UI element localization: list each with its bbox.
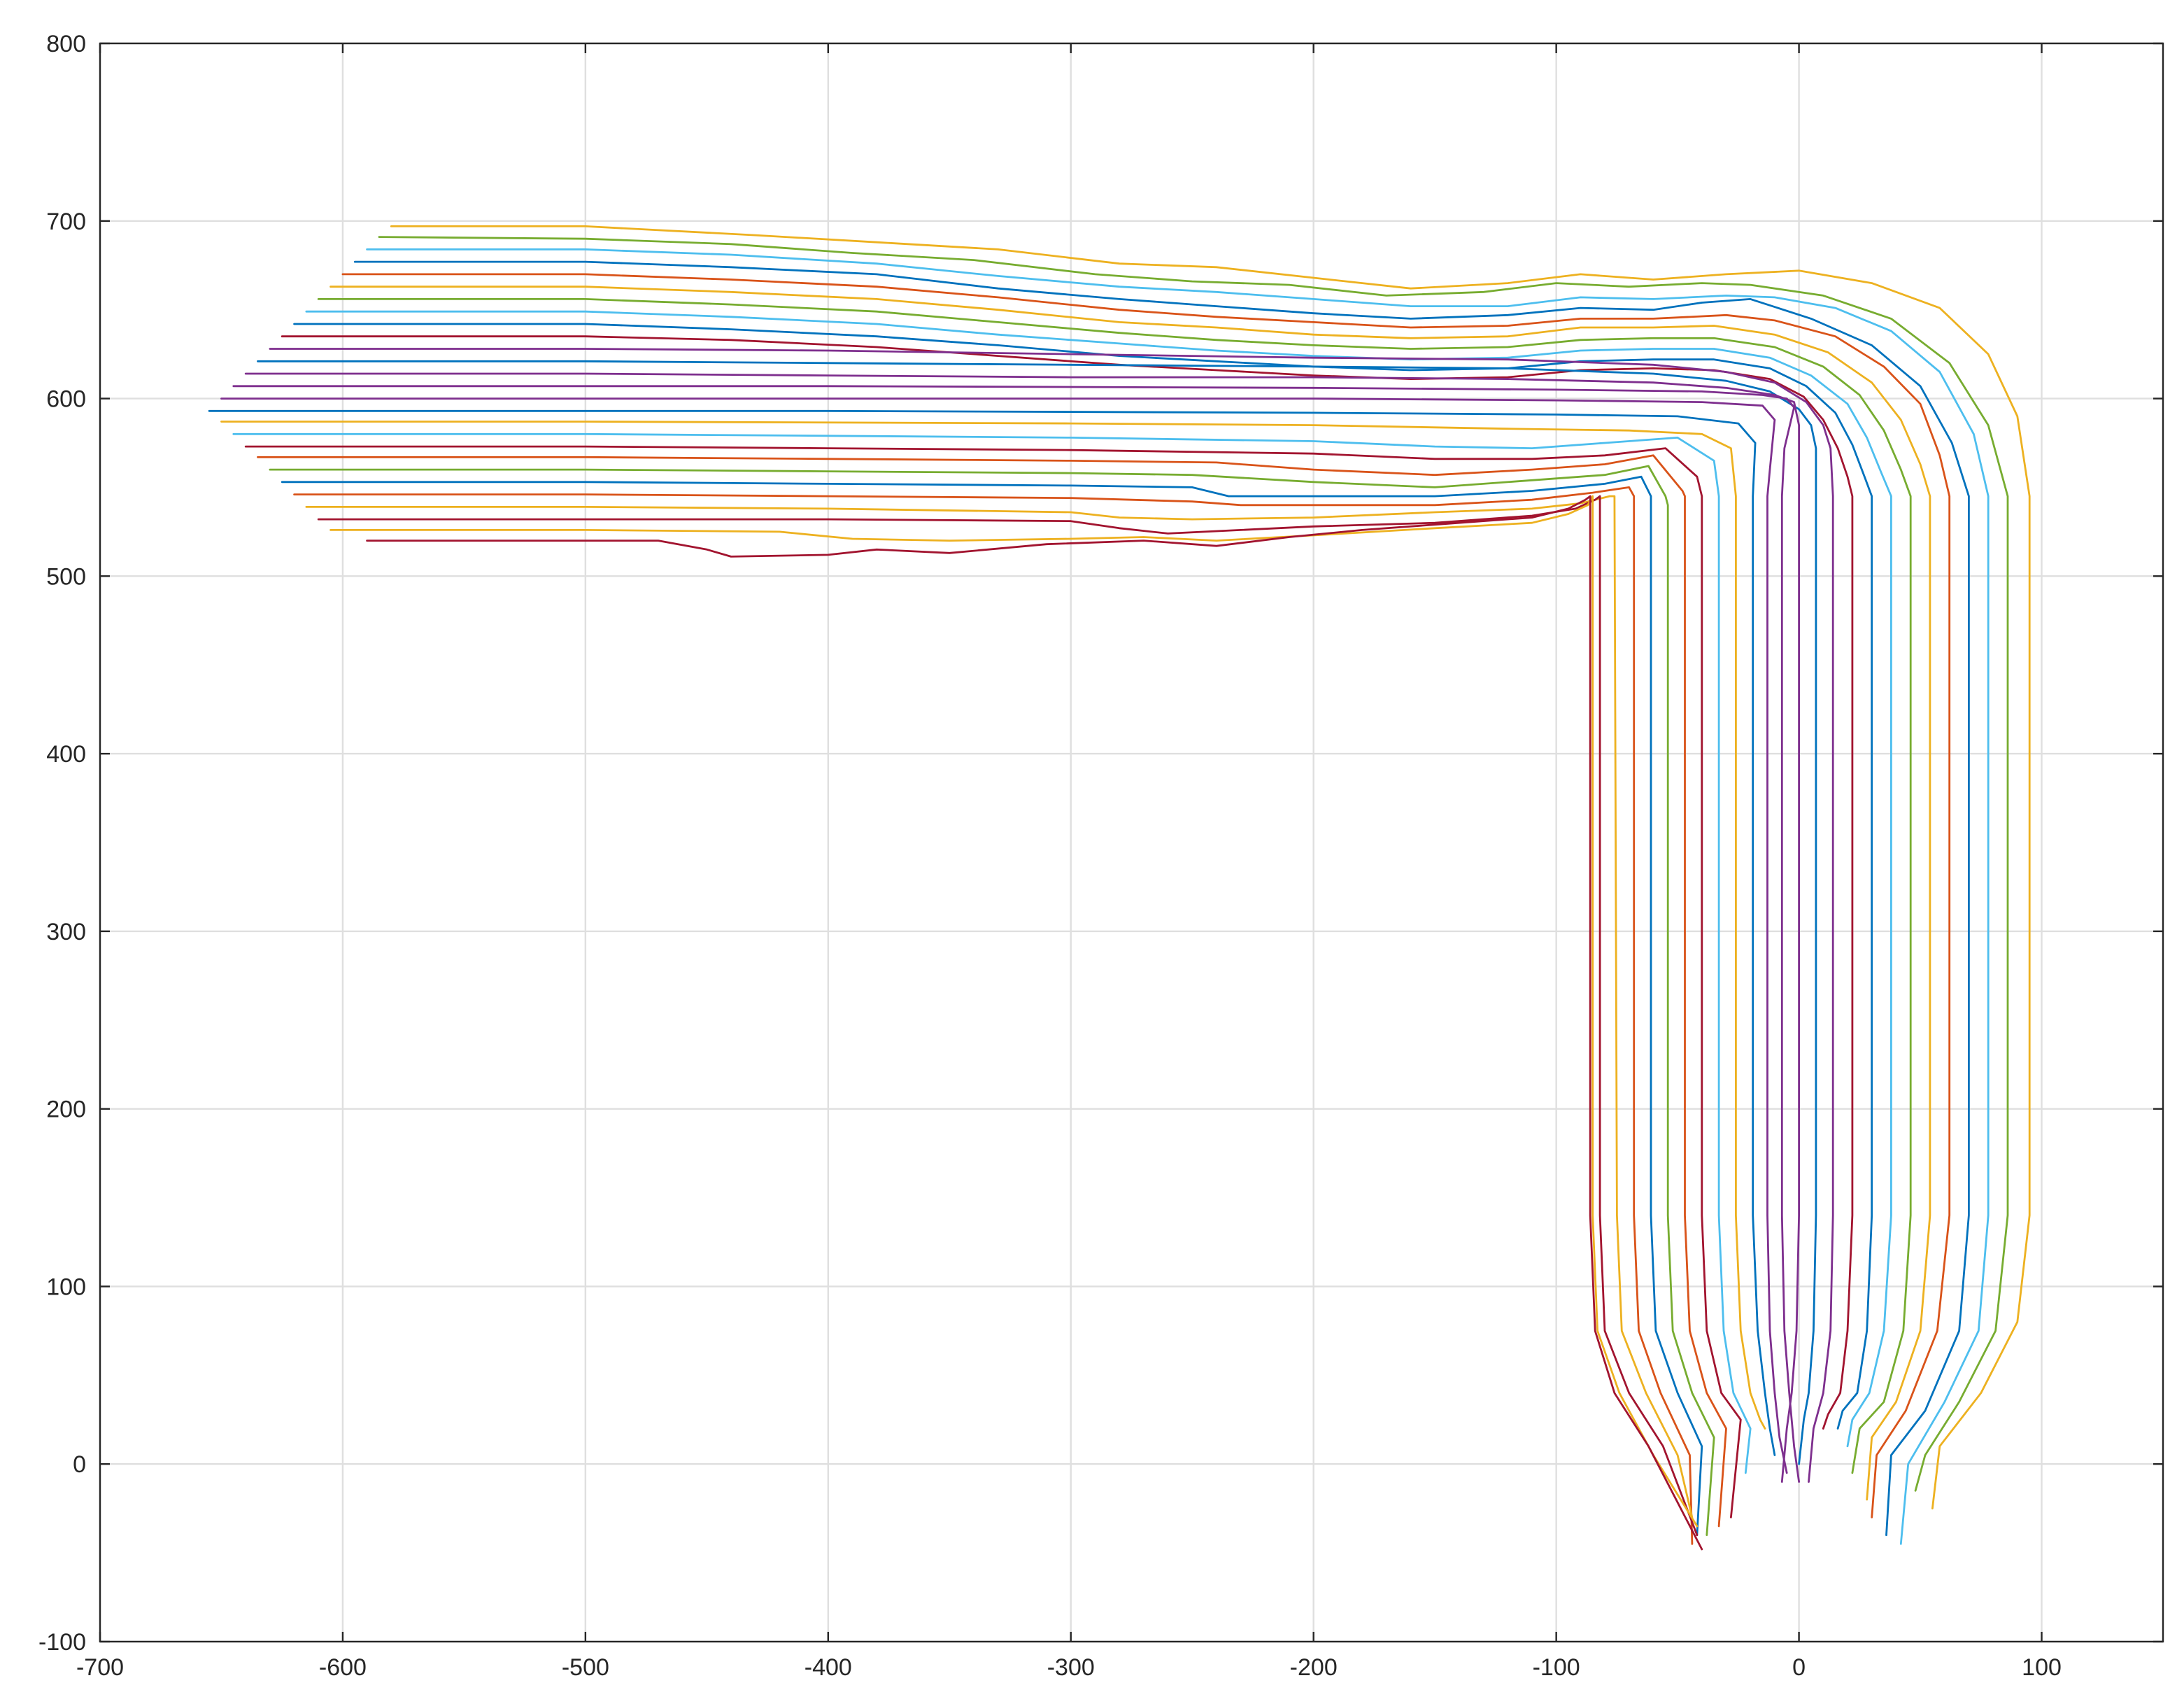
x-tick-label: -200 xyxy=(1290,1654,1338,1681)
x-tick-label: 100 xyxy=(2022,1654,2062,1681)
y-tick-label: 400 xyxy=(46,741,86,768)
series-line-5 xyxy=(341,273,1951,1518)
x-tick-label: -700 xyxy=(76,1654,124,1681)
series-line-6 xyxy=(329,285,1931,1501)
y-tick-label: 200 xyxy=(46,1097,86,1123)
y-tick-label: 600 xyxy=(46,386,86,413)
x-tick-label: -600 xyxy=(319,1654,367,1681)
series-line-16 xyxy=(208,409,1776,1456)
series-line-22 xyxy=(281,475,1703,1537)
series-line-4 xyxy=(353,260,1970,1537)
y-tick-label: 0 xyxy=(73,1451,86,1478)
series-line-25 xyxy=(317,495,1699,1537)
series-line-19 xyxy=(244,445,1742,1518)
axes-box xyxy=(99,42,2164,1643)
y-tick-label: 100 xyxy=(46,1274,86,1300)
grid-layer xyxy=(99,42,2163,1643)
series-line-10 xyxy=(281,335,1854,1430)
x-tick-label: -300 xyxy=(1047,1654,1095,1681)
series-line-26 xyxy=(329,495,1699,1528)
series-line-24 xyxy=(305,495,1694,1518)
series-line-3 xyxy=(366,248,1990,1545)
series-line-2 xyxy=(378,236,2009,1492)
series-line-14 xyxy=(232,385,1800,1483)
series-line-13 xyxy=(244,372,1800,1483)
ticks-layer xyxy=(99,42,2163,1643)
series-line-27 xyxy=(366,495,1703,1551)
series-line-1 xyxy=(390,225,2031,1510)
y-tick-label: 500 xyxy=(46,563,86,590)
x-tick-label: -400 xyxy=(804,1654,852,1681)
series-layer xyxy=(208,225,2031,1551)
series-line-12 xyxy=(257,360,1817,1465)
series-line-18 xyxy=(232,432,1752,1474)
series-line-8 xyxy=(305,310,1892,1448)
x-tick-label: 0 xyxy=(1792,1654,1806,1681)
series-line-17 xyxy=(220,421,1766,1430)
series-line-7 xyxy=(317,298,1912,1474)
series-line-23 xyxy=(293,486,1694,1545)
y-tick-label: 300 xyxy=(46,919,86,945)
y-tick-label: 800 xyxy=(46,31,86,57)
y-tick-label: -100 xyxy=(38,1629,86,1656)
tick-labels-layer: -700 -600 -500 -400 -300 -200 -100 0 100 -100 0 100… xyxy=(38,31,2062,1681)
series-line-9 xyxy=(293,323,1873,1430)
series-line-20 xyxy=(257,454,1727,1528)
x-tick-label: -100 xyxy=(1533,1654,1580,1681)
series-line-11 xyxy=(269,348,1834,1483)
series-line-21 xyxy=(269,465,1715,1537)
x-tick-label: -500 xyxy=(562,1654,609,1681)
series-line-15 xyxy=(220,397,1788,1474)
y-tick-label: 700 xyxy=(46,209,86,235)
